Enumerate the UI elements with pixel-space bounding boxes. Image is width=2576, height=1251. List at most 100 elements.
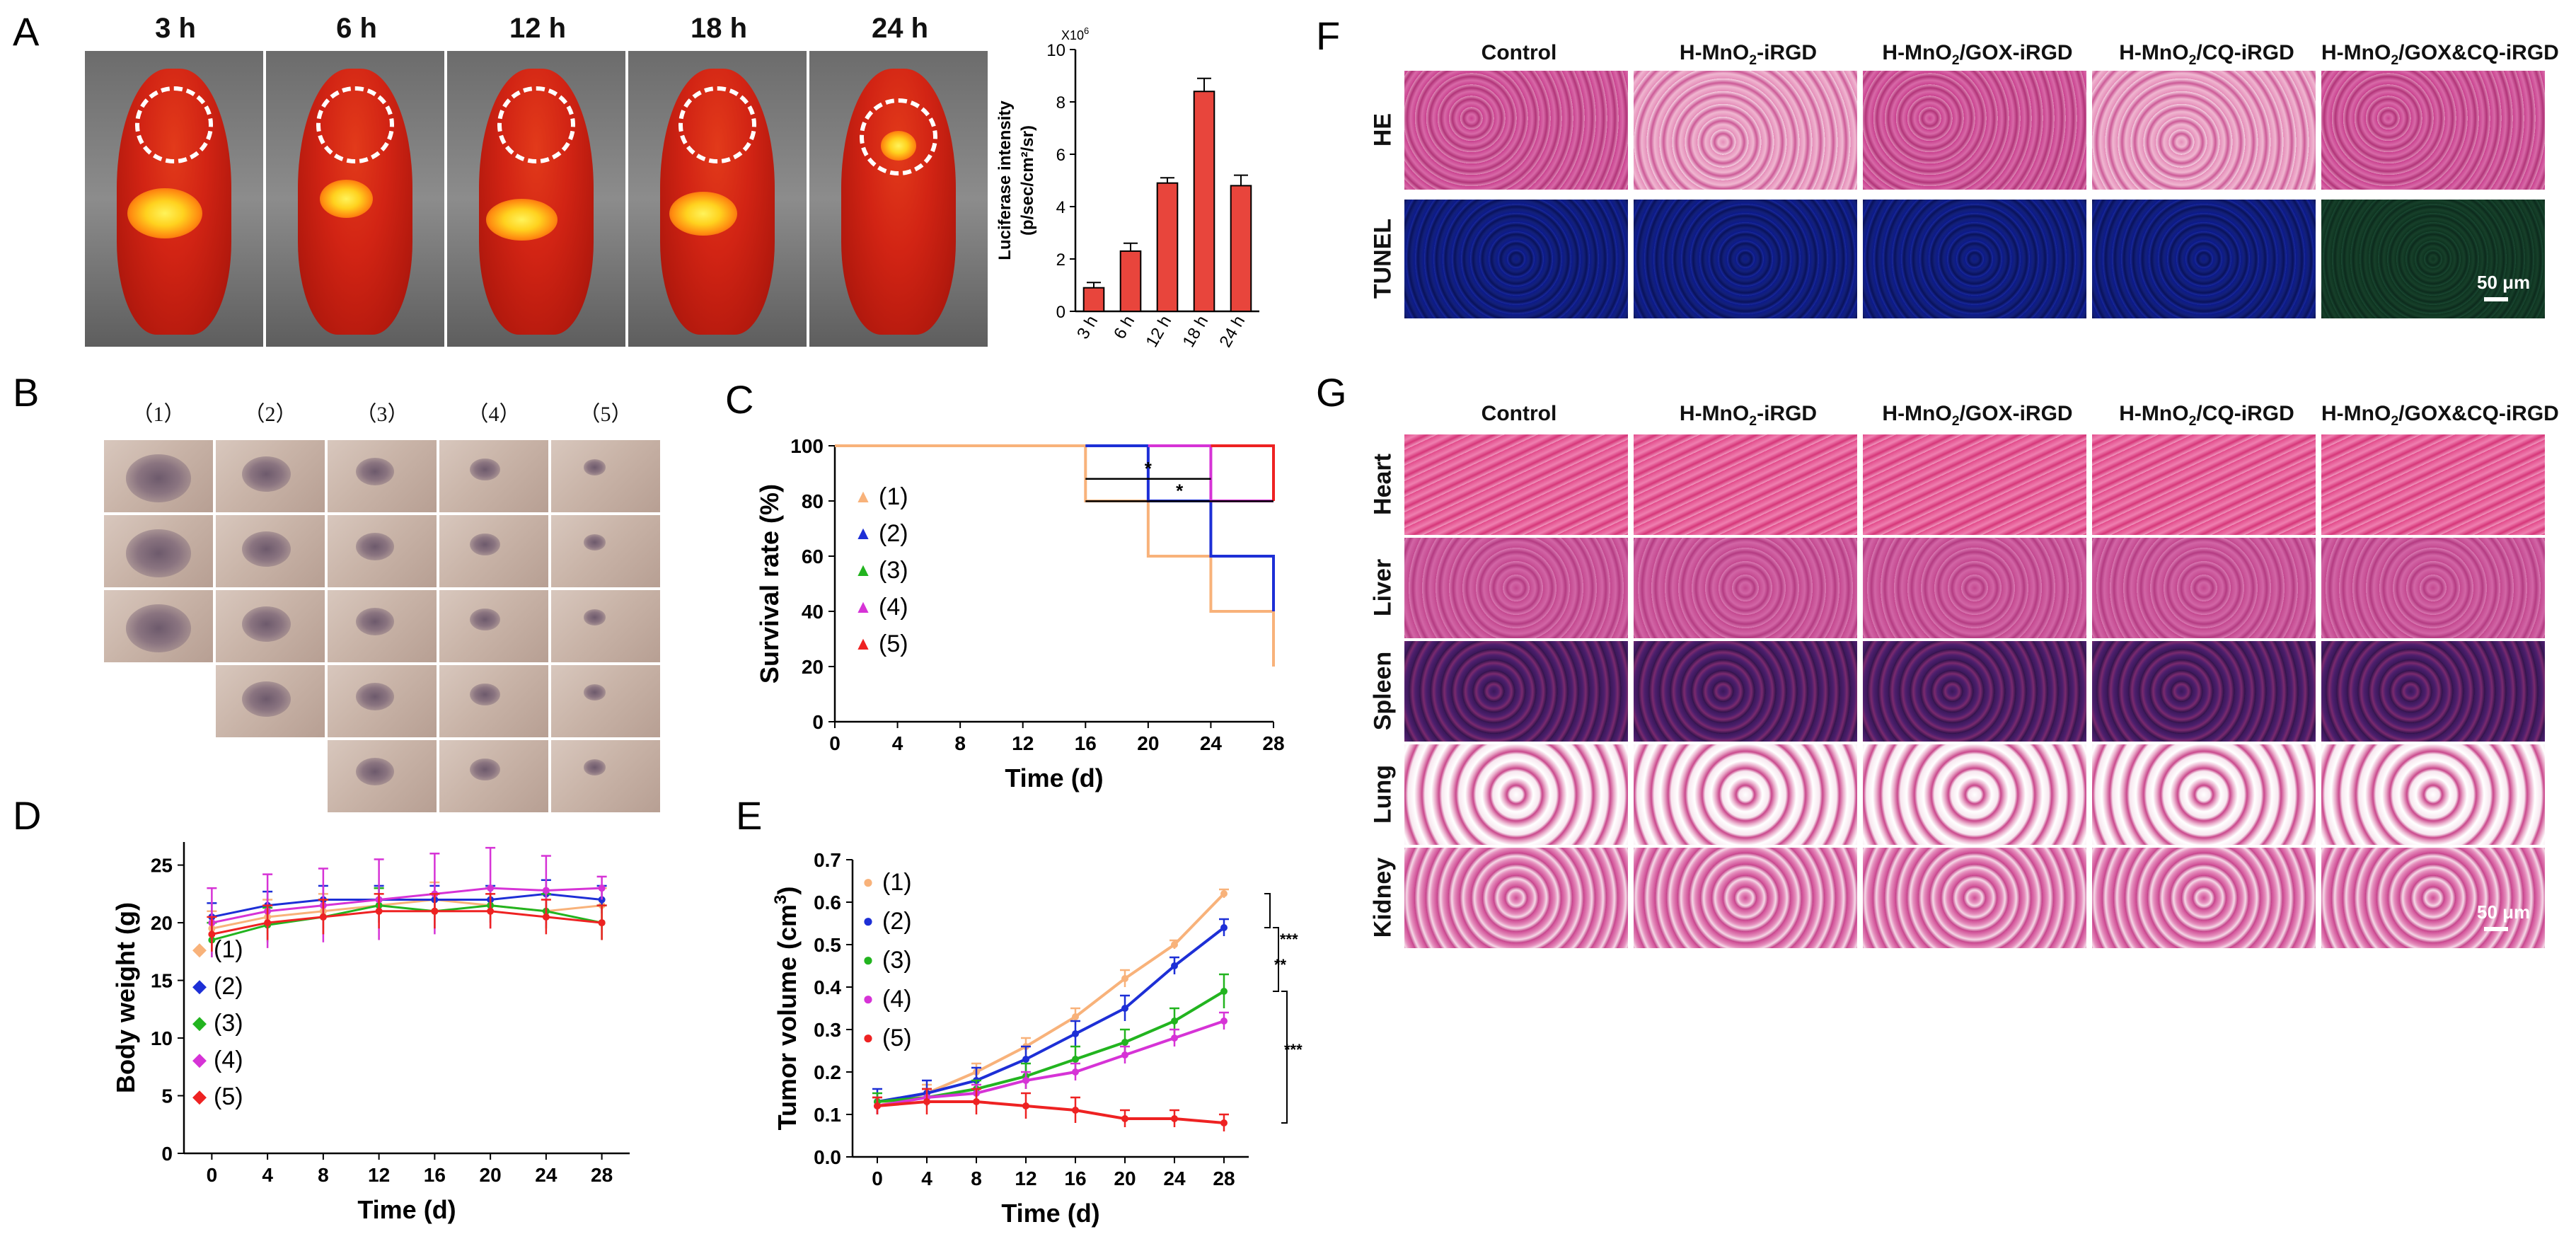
title-sub: 2 xyxy=(2188,413,2197,429)
data-point xyxy=(1072,1030,1079,1037)
imaging-frame xyxy=(628,51,807,347)
data-point xyxy=(1121,975,1128,982)
tumor-spot xyxy=(470,458,501,481)
data-point xyxy=(1171,941,1178,948)
x-tick-label: 0 xyxy=(872,1168,883,1189)
organ-image xyxy=(1863,538,2086,638)
organ-image xyxy=(1863,434,2086,535)
y-tick-label: 0.6 xyxy=(814,892,841,913)
row-label: Liver xyxy=(1369,558,1397,617)
legend-marker: ▲ xyxy=(854,596,872,617)
title-sub: 2 xyxy=(1749,413,1757,429)
x-tick-label: 8 xyxy=(954,732,966,754)
significance-star: * xyxy=(1145,458,1153,479)
legend-marker: ▲ xyxy=(854,522,872,543)
y-label-close: ) xyxy=(773,887,802,895)
mouse-photo xyxy=(214,589,326,664)
tumor-circle xyxy=(859,98,938,175)
y-tick-label: 0.5 xyxy=(814,934,841,956)
column-title: Control xyxy=(1404,402,1634,426)
tumor-spot xyxy=(241,531,291,567)
y-tick-label: 60 xyxy=(802,546,824,567)
legend-label: (1) xyxy=(882,869,912,896)
x-tick-label: 20 xyxy=(1137,732,1159,754)
legend-marker: ◆ xyxy=(192,975,207,996)
mouse-photo xyxy=(438,589,550,664)
data-point xyxy=(375,907,383,915)
y-tick-label: 0.1 xyxy=(814,1104,841,1126)
signal-hotspot xyxy=(669,191,737,236)
y-tick-label: 15 xyxy=(151,970,173,992)
title-main: H-MnO xyxy=(1882,41,1952,64)
mouse-photo xyxy=(214,664,326,739)
panel-label-g: G xyxy=(1316,370,1347,415)
row-label: TUNEL xyxy=(1369,218,1397,299)
x-tick-label: 28 xyxy=(1262,732,1284,754)
x-tick-label: 20 xyxy=(480,1164,502,1186)
volume-line xyxy=(877,1100,1225,1124)
panel-c-survival-chart: 0 4 8 12 16 20 24 28 0 20 40 60 80 100 ▲ (1) ▲ (2) ▲ (3) ▲ (4… xyxy=(755,435,1285,792)
x-tick-label: 3 h xyxy=(1073,313,1102,342)
title-sub: 2 xyxy=(2188,52,2197,68)
data-point xyxy=(1171,1115,1178,1122)
y-tick-label: 20 xyxy=(151,912,173,934)
legend-marker: ◆ xyxy=(192,938,207,959)
x-tick-label: 24 xyxy=(535,1164,558,1186)
organ-image xyxy=(1634,744,1857,845)
tumor-spot xyxy=(241,606,291,642)
organ-image xyxy=(1634,434,1857,535)
column-title: H-MnO2-iRGD xyxy=(1634,402,1863,430)
y-label-main: Tumor volume (cm xyxy=(773,904,802,1130)
title-main: H-MnO xyxy=(1679,402,1750,425)
legend-label: (4) xyxy=(879,594,908,621)
mouse-photo xyxy=(550,739,662,814)
tumor-spot xyxy=(125,454,192,502)
y-tick-label: 100 xyxy=(790,435,824,457)
legend-label: (5) xyxy=(882,1025,912,1051)
organ-image xyxy=(1404,848,1628,948)
data-point xyxy=(1121,1051,1128,1059)
x-axis-label: Time (d) xyxy=(357,1195,456,1224)
y-tick-label: 0.7 xyxy=(814,849,841,871)
histology-image xyxy=(1404,71,1628,190)
time-label: 12 h xyxy=(509,13,567,44)
y-axis-label: Survival rate (%) xyxy=(755,484,784,684)
x-tick-label: 24 xyxy=(1200,732,1223,754)
x-tick-label: 12 h xyxy=(1142,313,1175,351)
time-label: 18 h xyxy=(690,13,748,44)
y-tick-label: 0 xyxy=(812,711,824,733)
x-tick-label: 16 xyxy=(1075,732,1097,754)
data-point xyxy=(1022,1056,1029,1063)
title-sub: 2 xyxy=(2391,52,2399,68)
title-suffix: /GOX-iRGD xyxy=(1959,41,2073,64)
signal-hotspot xyxy=(486,199,558,241)
imaging-frame xyxy=(809,51,988,347)
survival-line xyxy=(835,444,1275,667)
x-tick-label: 4 xyxy=(921,1168,932,1189)
column-title: H-MnO2/GOX-iRGD xyxy=(1863,41,2092,69)
organ-image xyxy=(2092,641,2316,742)
tumor-spot xyxy=(356,757,395,785)
time-label: 3 h xyxy=(155,13,196,44)
imaging-frame xyxy=(447,51,625,347)
y-tick-label: 20 xyxy=(802,656,824,678)
imaging-frame xyxy=(85,51,263,347)
y-tick-label: 10 xyxy=(151,1027,173,1049)
data-point xyxy=(542,887,550,894)
title-suffix: /CQ-iRGD xyxy=(2196,402,2294,425)
scale-label: 50 μm xyxy=(2477,901,2531,923)
row-label: Heart xyxy=(1369,454,1397,515)
y-tick-label: 0.3 xyxy=(814,1019,841,1041)
organ-image xyxy=(2092,434,2316,535)
data-point xyxy=(598,884,606,892)
title-sub: 2 xyxy=(2391,413,2399,429)
panel-d-bodyweight-chart: 0 4 8 12 16 20 24 28 0 5 10 15 20 25 ◆ (1) ◆ (2) ◆ (3) ◆ (4) ◆… xyxy=(111,842,630,1224)
tumor-spot xyxy=(356,682,395,710)
x-tick-label: 28 xyxy=(1213,1168,1235,1189)
legend-label: (3) xyxy=(882,947,912,974)
tumor-spot xyxy=(356,532,395,560)
column-title: H-MnO2/GOX&CQ-iRGD xyxy=(2321,402,2559,430)
legend-label: (2) xyxy=(882,908,912,935)
x-tick-label: 16 xyxy=(424,1164,446,1186)
x-tick-label: 20 xyxy=(1114,1168,1136,1189)
